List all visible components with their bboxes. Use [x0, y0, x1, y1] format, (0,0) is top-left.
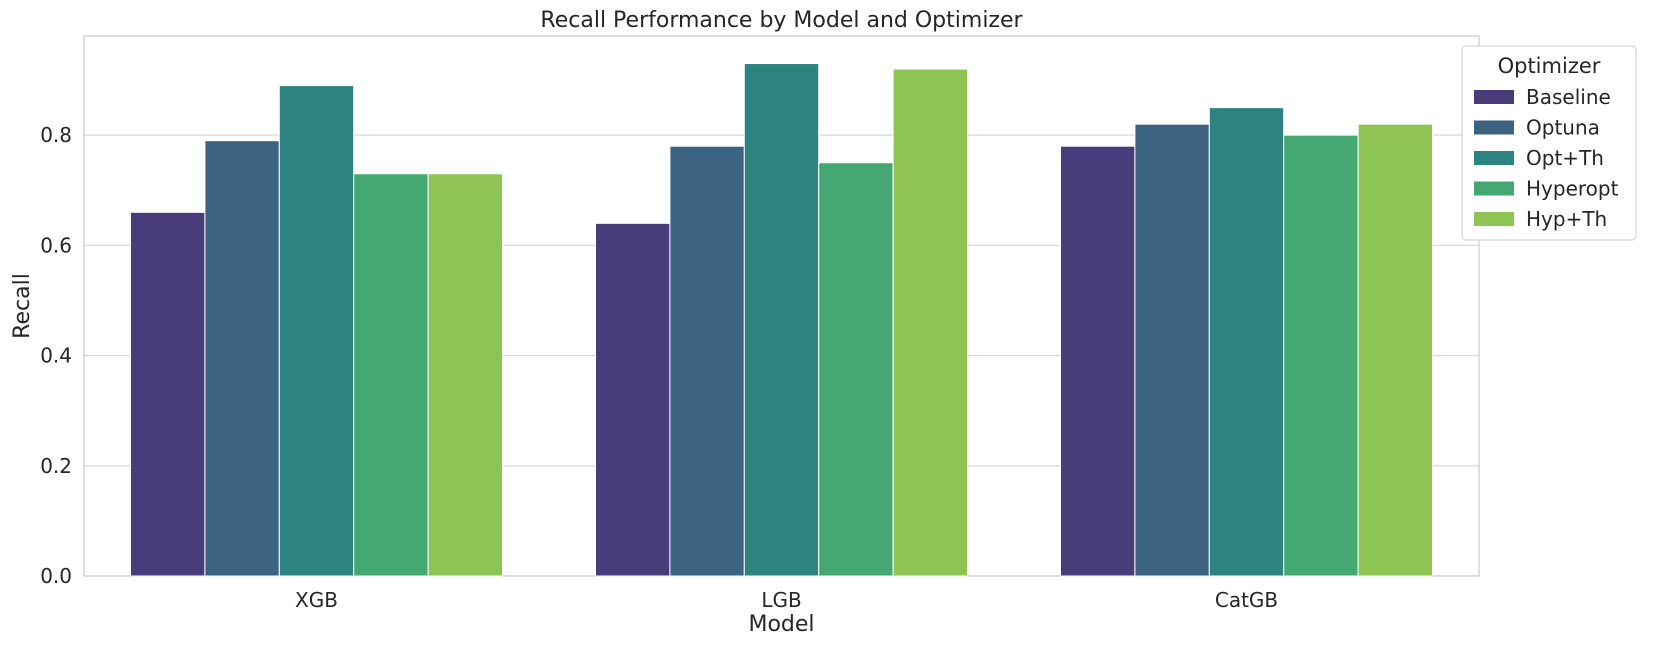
legend-swatch — [1474, 151, 1514, 165]
legend-label: Baseline — [1526, 85, 1611, 109]
y-tick-label: 0.0 — [40, 564, 72, 588]
bar-lgb-hyp-th — [892, 68, 968, 577]
y-axis-label: Recall — [10, 273, 35, 339]
bar-catgb-hyperopt — [1283, 134, 1359, 577]
y-tick-labels: 0.0 0.2 0.4 0.6 0.8 — [40, 123, 72, 588]
legend-label: Opt+Th — [1526, 146, 1604, 170]
x-axis-label: Model — [748, 612, 814, 637]
x-tick-label: CatGB — [1215, 588, 1278, 612]
bar-catgb-baseline — [1060, 145, 1136, 577]
legend-swatch — [1474, 120, 1514, 135]
legend-label: Hyperopt — [1526, 177, 1619, 201]
legend-title: Optimizer — [1498, 54, 1601, 78]
bar-xgb-optuna — [204, 140, 280, 577]
legend-label: Hyp+Th — [1526, 207, 1607, 231]
bar-catgb-opt-th — [1208, 107, 1285, 577]
bars — [130, 63, 1433, 577]
legend-items: Baseline Optuna Opt+Th Hyperopt Hyp+Th — [1474, 85, 1619, 231]
bar-xgb-baseline — [130, 211, 206, 577]
bar-lgb-hyperopt — [818, 162, 894, 577]
bar-lgb-opt-th — [743, 63, 820, 577]
y-tick-label: 0.4 — [40, 344, 72, 368]
y-tick-label: 0.8 — [40, 123, 72, 147]
x-tick-label: XGB — [295, 588, 338, 612]
legend-label: Optuna — [1526, 116, 1600, 140]
x-tick-labels: XGB LGB CatGB — [295, 588, 1278, 612]
legend: Optimizer Baseline Optuna Opt+Th Hyperopt Hy… — [1461, 45, 1637, 241]
legend-swatch — [1474, 90, 1514, 104]
chart-title: Recall Performance by Model and Optimize… — [540, 8, 1023, 33]
bar-xgb-hyp-th — [427, 173, 504, 577]
bar-catgb-hyp-th — [1357, 123, 1433, 577]
bar-lgb-optuna — [669, 145, 745, 577]
bar-xgb-hyperopt — [353, 173, 429, 577]
bar-lgb-baseline — [595, 222, 671, 577]
y-tick-label: 0.6 — [40, 233, 72, 257]
x-tick-label: LGB — [761, 588, 801, 612]
legend-swatch — [1474, 212, 1514, 226]
bar-catgb-optuna — [1134, 123, 1210, 577]
y-tick-label: 0.2 — [40, 454, 72, 478]
legend-swatch — [1474, 181, 1514, 196]
bar-xgb-opt-th — [278, 85, 355, 577]
